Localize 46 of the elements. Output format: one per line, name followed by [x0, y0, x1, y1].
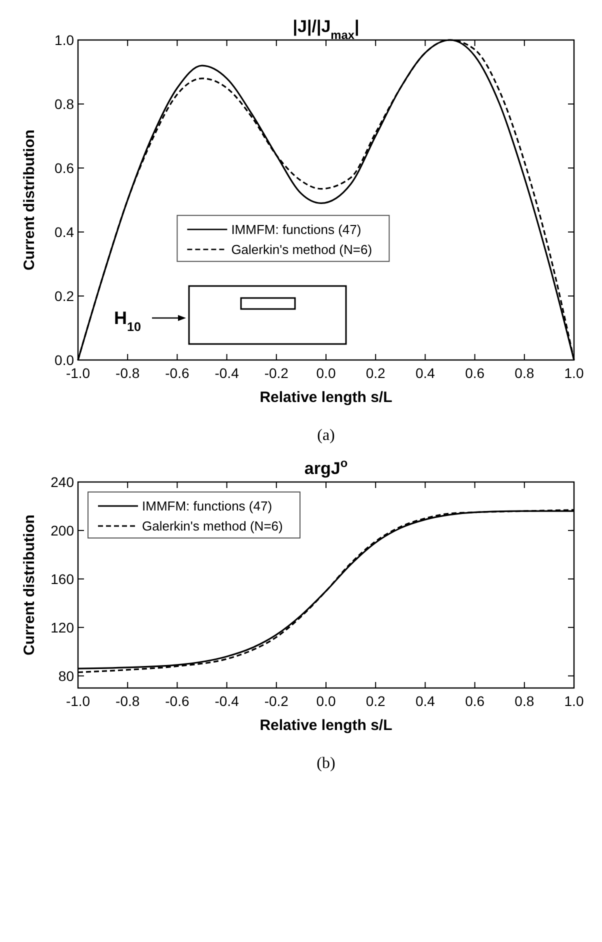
x-tick-label: 1.0: [564, 693, 584, 709]
chart-title: argJ$^{o}$: [304, 456, 348, 478]
text: (a): [317, 427, 335, 444]
y-tick-label: 0.2: [54, 288, 74, 304]
y-tick-label: 1.0: [54, 32, 74, 48]
x-tick-label: -0.4: [214, 365, 240, 381]
x-tick-label: -1.0: [66, 693, 90, 709]
x-tick-label: 0.2: [366, 693, 386, 709]
x-tick-label: 0.0: [316, 365, 336, 381]
x-tick-label: -0.8: [116, 365, 140, 381]
y-tick-label: 80: [58, 668, 74, 684]
y-tick-label: 160: [50, 570, 74, 587]
x-tick-label: 0.6: [465, 693, 485, 709]
y-tick-label: 0.0: [54, 352, 74, 368]
x-tick-label: 1.0: [564, 365, 584, 381]
y-axis-title: Current distribution: [21, 514, 38, 656]
x-tick-label: -0.4: [214, 693, 240, 709]
x-tick-label: -0.6: [165, 365, 190, 381]
x-tick-label: -0.2: [264, 693, 289, 709]
x-axis-title: Relative length s/L: [260, 717, 392, 734]
y-tick-label: 200: [50, 522, 74, 538]
x-tick-label: -0.2: [264, 365, 289, 381]
legend-label: IMMFM: functions (47): [142, 498, 272, 514]
legend-label: Galerkin's method (N=6): [142, 518, 283, 534]
x-tick-label: -1.0: [66, 365, 90, 381]
text: (b): [316, 755, 336, 772]
x-tick-label: 0.8: [514, 693, 534, 709]
annotation: H$_{10}$: [114, 308, 142, 334]
x-axis-title: Relative length s/L: [260, 389, 392, 406]
y-tick-label: 0.4: [54, 224, 74, 240]
x-tick-label: 0.2: [366, 365, 386, 381]
x-tick-label: 0.4: [415, 693, 436, 709]
y-tick-label: 0.8: [54, 96, 74, 112]
y-axis-title: Current distribution: [21, 130, 38, 270]
x-tick-label: 0.4: [415, 365, 436, 381]
legend-label: Galerkin's method (N=6): [231, 242, 372, 257]
x-tick-label: 0.8: [514, 365, 534, 381]
legend-label: IMMFM: functions (47): [231, 222, 362, 237]
y-tick-label: 120: [50, 619, 74, 636]
x-tick-label: -0.6: [165, 693, 190, 709]
x-tick-label: 0.6: [465, 365, 485, 381]
y-tick-label: 240: [50, 474, 74, 490]
x-tick-label: 0.0: [316, 693, 336, 709]
chart-title: |J|/|J$_{max}$|: [292, 17, 360, 42]
x-tick-label: -0.8: [116, 693, 140, 709]
y-tick-label: 0.6: [54, 160, 74, 176]
